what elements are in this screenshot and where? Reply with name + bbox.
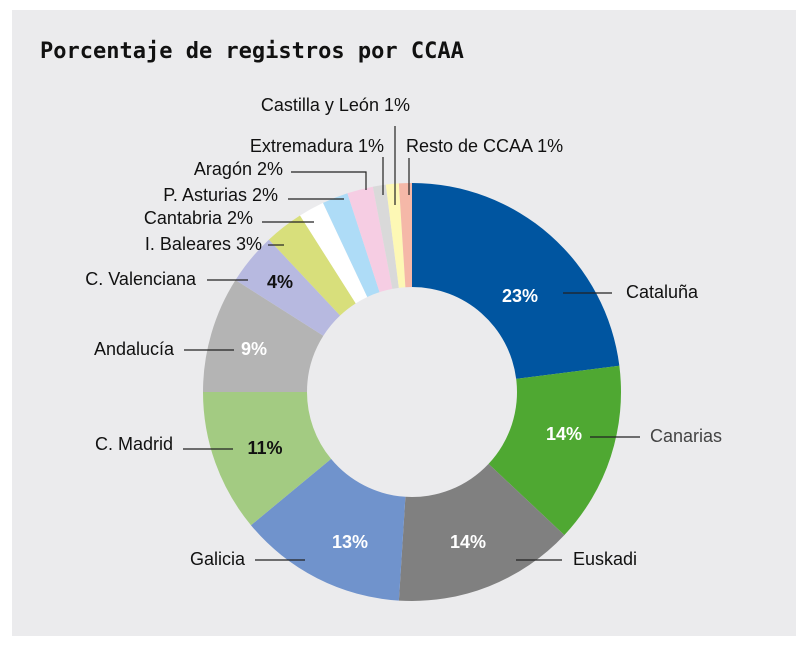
- value-label: 23%: [502, 286, 538, 306]
- category-name: Resto de CCAA: [406, 136, 533, 156]
- category-name: Aragón: [194, 159, 252, 179]
- donut-slice: [488, 365, 621, 536]
- category-name: Cantabria: [144, 208, 223, 228]
- donut-slice: [268, 215, 356, 316]
- category-name: Galicia: [190, 549, 246, 569]
- donut-slice: [398, 463, 565, 601]
- value-label: 2%: [252, 185, 278, 205]
- slice-label: Galicia: [190, 549, 246, 569]
- category-name: Canarias: [650, 426, 722, 446]
- slice-label: Aragón 2%: [194, 159, 283, 179]
- slice-label: P. Asturias 2%: [163, 185, 278, 205]
- category-name: I. Baleares: [145, 234, 231, 254]
- value-label: 11%: [247, 438, 282, 458]
- value-label: 4%: [267, 272, 293, 292]
- category-name: Andalucía: [94, 339, 175, 359]
- chart-title: Porcentaje de registros por CCAA: [40, 39, 464, 64]
- donut-slice: [385, 183, 406, 288]
- value-label: 3%: [236, 234, 262, 254]
- donut-slice: [347, 186, 393, 293]
- donut-slice: [323, 193, 380, 297]
- category-name: Extremadura: [250, 136, 354, 156]
- donut-slice: [203, 280, 324, 392]
- donut-slice: [398, 183, 412, 288]
- slice-label: I. Baleares 3%: [145, 234, 262, 254]
- leader-line: [291, 171, 367, 190]
- value-label: 2%: [257, 159, 283, 179]
- slice-label: Resto de CCAA 1%: [406, 136, 563, 156]
- value-label: 13%: [332, 532, 368, 552]
- category-name: P. Asturias: [163, 185, 247, 205]
- value-label: 1%: [537, 136, 563, 156]
- value-label: 14%: [450, 532, 486, 552]
- slice-label: Castilla y León 1%: [261, 95, 410, 115]
- value-label: 2%: [227, 208, 253, 228]
- slice-label: Canarias: [650, 426, 722, 446]
- category-name: C. Madrid: [95, 434, 173, 454]
- slice-label: C. Madrid: [95, 434, 173, 454]
- donut-slice: [412, 183, 620, 379]
- category-name: Euskadi: [573, 549, 637, 569]
- donut-slice: [203, 392, 332, 526]
- value-label: 9%: [241, 339, 267, 359]
- value-label: 14%: [546, 424, 582, 444]
- donut-slice: [372, 184, 399, 289]
- slice-label: Cataluña: [626, 282, 699, 302]
- donut-slice: [250, 458, 406, 601]
- donut-slice: [235, 239, 341, 336]
- slice-label: Extremadura 1%: [250, 136, 384, 156]
- value-label: 1%: [358, 136, 384, 156]
- donut-slice: [300, 202, 368, 304]
- category-name: Castilla y León: [261, 95, 379, 115]
- slice-label: Cantabria 2%: [144, 208, 253, 228]
- value-label: 1%: [384, 95, 410, 115]
- slice-label: C. Valenciana: [85, 269, 197, 289]
- slice-label: Andalucía: [94, 339, 175, 359]
- category-name: Cataluña: [626, 282, 699, 302]
- slice-label: Euskadi: [573, 549, 637, 569]
- category-name: C. Valenciana: [85, 269, 197, 289]
